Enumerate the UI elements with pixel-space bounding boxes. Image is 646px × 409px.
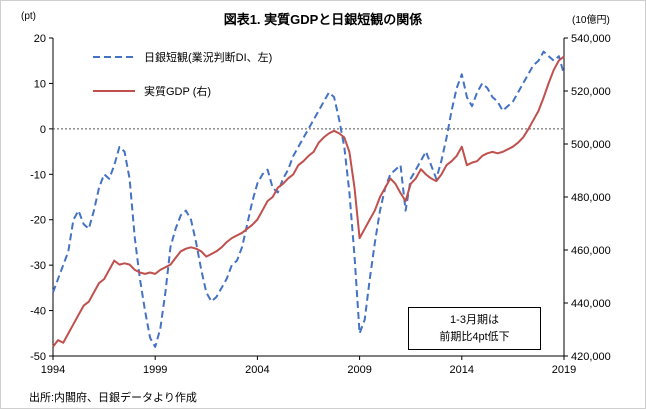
svg-text:500,000: 500,000 [571, 139, 611, 151]
gdp-solid-line-icon [93, 90, 135, 92]
svg-text:20: 20 [34, 33, 46, 45]
svg-text:0: 0 [40, 124, 46, 136]
legend: 日銀短観(業況判断DI、左) 実質GDP (右) [93, 48, 272, 116]
chart-title: 図表1. 実質GDPと日銀短観の関係 [223, 12, 423, 27]
svg-text:-10: -10 [30, 169, 46, 181]
svg-text:440,000: 440,000 [571, 298, 611, 310]
legend-label-tankan: 日銀短観(業況判断DI、左) [144, 52, 273, 64]
tankan-dashed-line-icon [93, 56, 135, 58]
svg-text:2009: 2009 [347, 364, 371, 376]
svg-text:1999: 1999 [143, 364, 167, 376]
svg-text:2014: 2014 [450, 364, 474, 376]
svg-text:-20: -20 [30, 215, 46, 227]
svg-text:420,000: 420,000 [571, 351, 611, 363]
annotation-line-2: 前期比4pt低下 [439, 330, 510, 343]
legend-item-tankan: 日銀短観(業況判断DI、左) [93, 48, 272, 66]
svg-text:460,000: 460,000 [571, 245, 611, 257]
svg-text:480,000: 480,000 [571, 192, 611, 204]
annotation-box: 1-3月期は 前期比4pt低下 [408, 307, 541, 350]
svg-text:1994: 1994 [41, 364, 65, 376]
svg-text:520,000: 520,000 [571, 86, 611, 98]
svg-text:10: 10 [34, 78, 46, 90]
svg-text:-50: -50 [30, 351, 46, 363]
svg-text:2004: 2004 [245, 364, 269, 376]
svg-text:-30: -30 [30, 260, 46, 272]
source-note: 出所:内閣府、日銀データより作成 [29, 392, 197, 404]
svg-text:2019: 2019 [552, 364, 576, 376]
svg-text:540,000: 540,000 [571, 33, 611, 45]
right-axis-unit: (10億円) [572, 15, 610, 26]
annotation-line-1: 1-3月期は [450, 314, 499, 326]
legend-label-gdp: 実質GDP (右) [144, 86, 212, 98]
legend-item-gdp: 実質GDP (右) [93, 82, 272, 100]
left-axis-unit: (pt) [21, 11, 36, 22]
svg-text:-40: -40 [30, 306, 46, 318]
